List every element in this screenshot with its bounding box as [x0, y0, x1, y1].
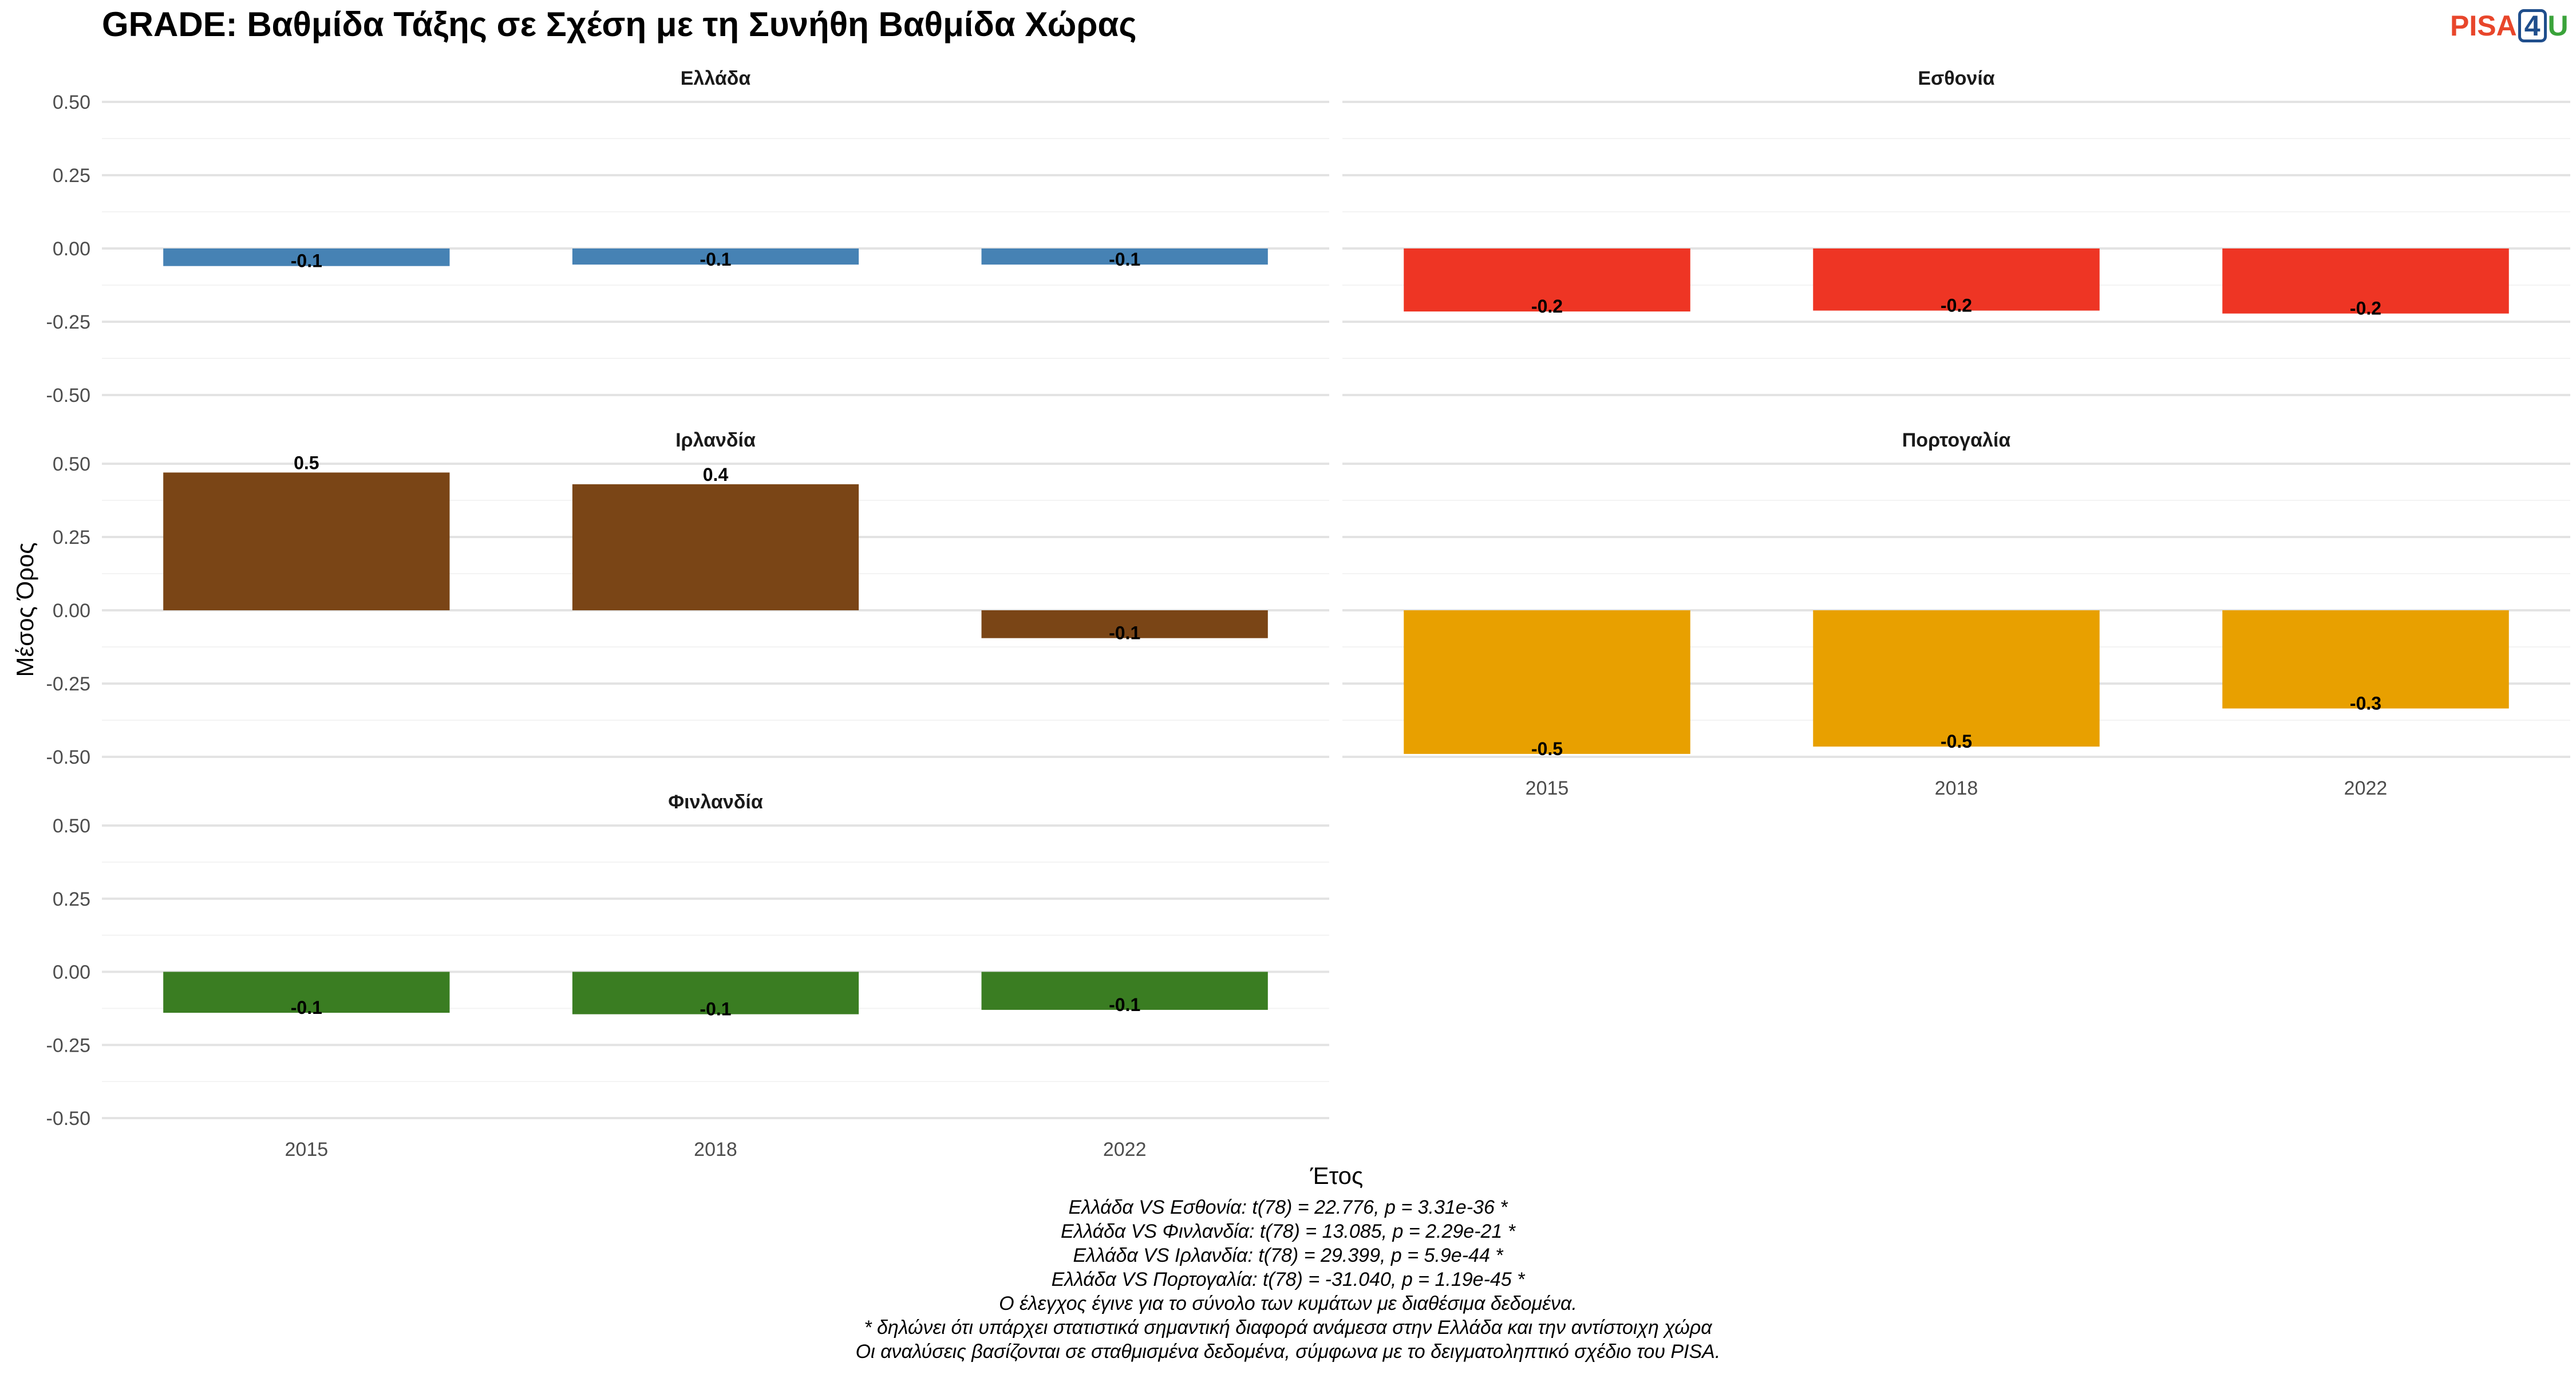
x-axis-title: Έτος — [1310, 1162, 1364, 1189]
data-label: -0.2 — [2350, 298, 2381, 319]
bar — [2222, 610, 2509, 709]
bar — [1404, 248, 1690, 312]
y-tick-label: 0.50 — [53, 92, 90, 113]
note-line: Ελλάδα VS Ιρλανδία: t(78) = 29.399, p = … — [1073, 1245, 1503, 1266]
y-tick-label: -0.25 — [46, 311, 91, 333]
bar — [1813, 248, 2100, 311]
y-tick-label: 0.00 — [53, 238, 90, 260]
x-tick-label: 2018 — [694, 1139, 737, 1160]
bar — [572, 484, 859, 610]
bar — [163, 248, 450, 266]
bar — [1813, 610, 2100, 747]
data-label: -0.2 — [1941, 295, 1972, 316]
y-tick-label: 0.25 — [53, 889, 90, 910]
bar — [981, 610, 1268, 638]
x-tick-label: 2015 — [1526, 777, 1569, 799]
facet-title: Ελλάδα — [681, 68, 751, 89]
data-label: -0.1 — [1109, 623, 1140, 643]
data-label: -0.1 — [1109, 249, 1140, 270]
bar — [981, 972, 1268, 1010]
note-line: * δηλώνει ότι υπάρχει στατιστικά σημαντι… — [864, 1317, 1712, 1339]
y-tick-label: -0.50 — [46, 747, 91, 768]
y-tick-label: 0.25 — [53, 527, 90, 548]
bar — [163, 472, 450, 610]
data-label: 0.5 — [294, 452, 319, 473]
y-tick-label: 0.50 — [53, 815, 90, 837]
note-line: Ελλάδα VS Πορτογαλία: t(78) = -31.040, p… — [1051, 1269, 1525, 1290]
x-tick-label: 2018 — [1935, 777, 1978, 799]
logo-text-pisa: PISA — [2450, 10, 2517, 42]
data-label: -0.5 — [1531, 739, 1563, 759]
y-tick-label: -0.25 — [46, 673, 91, 695]
pisa4u-logo: PISA 4 U — [2450, 9, 2569, 42]
bar — [981, 248, 1268, 265]
note-line: Ελλάδα VS Φινλανδία: t(78) = 13.085, p =… — [1060, 1221, 1516, 1242]
y-tick-label: -0.25 — [46, 1035, 91, 1056]
data-label: -0.1 — [1109, 994, 1140, 1015]
facet-title: Πορτογαλία — [1902, 429, 2011, 451]
data-label: -0.1 — [700, 999, 731, 1020]
data-label: -0.1 — [291, 997, 322, 1018]
data-label: 0.4 — [703, 464, 729, 485]
y-tick-label: -0.50 — [46, 385, 91, 406]
bar — [163, 972, 450, 1013]
x-tick-label: 2022 — [1103, 1139, 1147, 1160]
y-tick-label: 0.00 — [53, 962, 90, 984]
bar — [1404, 610, 1690, 754]
note-line: Ο έλεγχος έγινε για το σύνολο των κυμάτω… — [999, 1293, 1577, 1314]
faceted-bar-chart: Ελλάδα 0.50 0.25 0.00 -0.25 -0.50 -0.1 -0.1 -0.1… — [11, 68, 2570, 1189]
facet-title: Εσθονία — [1918, 68, 1994, 89]
chart-title: GRADE: Βαθμίδα Τάξης σε Σχέση με τη Συνή… — [102, 5, 1137, 44]
data-label: -0.1 — [700, 249, 731, 270]
y-axis-title: Μέσος Όρος — [11, 543, 38, 677]
logo-text-u: U — [2547, 10, 2569, 42]
y-tick-label: 0.50 — [53, 453, 90, 475]
data-label: -0.3 — [2350, 693, 2381, 714]
y-tick-label: -0.50 — [46, 1108, 91, 1130]
note-line: Ελλάδα VS Εσθονία: t(78) = 22.776, p = 3… — [1068, 1197, 1508, 1218]
x-tick-label: 2022 — [2344, 777, 2388, 799]
note-line: Οι αναλύσεις βασίζονται σε σταθμισμένα δ… — [855, 1341, 1721, 1363]
logo-text-4: 4 — [2518, 9, 2547, 42]
x-tick-label: 2015 — [285, 1139, 329, 1160]
bar — [572, 972, 859, 1014]
bar — [2222, 248, 2509, 314]
statistical-notes: Ελλάδα VS Εσθονία: t(78) = 22.776, p = 3… — [0, 1195, 2576, 1364]
data-label: -0.2 — [1531, 296, 1563, 317]
facet-title: Φινλανδία — [668, 791, 763, 813]
data-label: -0.5 — [1941, 731, 1972, 752]
y-tick-label: 0.00 — [53, 600, 90, 622]
data-label: -0.1 — [291, 251, 322, 271]
y-tick-label: 0.25 — [53, 165, 90, 187]
bar — [572, 248, 859, 265]
facet-title: Ιρλανδία — [675, 429, 756, 451]
